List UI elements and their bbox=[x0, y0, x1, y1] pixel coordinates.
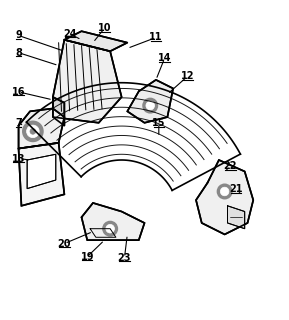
Text: 16: 16 bbox=[12, 87, 25, 97]
Polygon shape bbox=[53, 97, 64, 126]
Polygon shape bbox=[127, 80, 173, 123]
Polygon shape bbox=[18, 108, 64, 148]
Text: 8: 8 bbox=[15, 48, 22, 58]
Text: 14: 14 bbox=[158, 53, 171, 63]
Polygon shape bbox=[227, 206, 245, 229]
Circle shape bbox=[23, 121, 43, 141]
Polygon shape bbox=[196, 160, 253, 235]
Text: 10: 10 bbox=[98, 23, 111, 33]
Text: 13: 13 bbox=[12, 154, 25, 164]
Text: 23: 23 bbox=[118, 253, 131, 263]
Polygon shape bbox=[18, 143, 64, 206]
Text: 12: 12 bbox=[181, 71, 194, 81]
Circle shape bbox=[143, 99, 158, 113]
Polygon shape bbox=[64, 31, 127, 51]
Circle shape bbox=[146, 101, 155, 110]
Polygon shape bbox=[27, 154, 56, 188]
Circle shape bbox=[218, 184, 232, 199]
Text: 7: 7 bbox=[15, 118, 22, 128]
Text: 22: 22 bbox=[224, 161, 237, 171]
Polygon shape bbox=[53, 40, 122, 123]
Text: 15: 15 bbox=[152, 118, 166, 128]
Circle shape bbox=[106, 224, 114, 233]
Text: 21: 21 bbox=[229, 184, 243, 194]
Circle shape bbox=[103, 221, 117, 236]
Text: 11: 11 bbox=[149, 33, 163, 43]
Circle shape bbox=[220, 187, 229, 196]
Circle shape bbox=[27, 125, 39, 138]
Text: 9: 9 bbox=[15, 30, 22, 41]
Polygon shape bbox=[81, 203, 144, 240]
Text: 19: 19 bbox=[81, 252, 94, 262]
Text: 24: 24 bbox=[63, 29, 77, 39]
Circle shape bbox=[30, 129, 36, 134]
Text: 20: 20 bbox=[58, 239, 71, 249]
